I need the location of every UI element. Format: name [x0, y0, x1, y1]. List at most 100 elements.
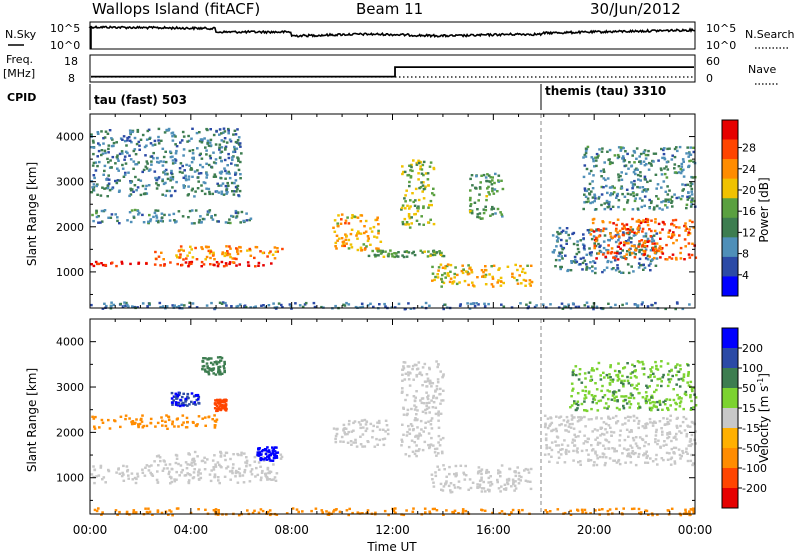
echo-cell [635, 147, 639, 150]
echo-cell [387, 252, 391, 255]
echo-cell [205, 172, 208, 175]
echo-cell [517, 471, 521, 475]
echo-cell [605, 201, 609, 204]
echo-cell [417, 172, 420, 175]
echo-cell [361, 445, 364, 448]
echo-cell [642, 241, 646, 245]
echo-cell [269, 250, 272, 253]
echo-cell [589, 379, 592, 382]
echo-cell [571, 232, 574, 236]
echo-cell [608, 508, 612, 511]
echo-cell [156, 509, 160, 512]
echo-cell [413, 213, 416, 216]
echo-cell [441, 399, 445, 402]
echo-cell [181, 164, 184, 168]
echo-cell [478, 479, 482, 482]
echo-cell [372, 305, 375, 309]
echo-cell [627, 242, 630, 245]
echo-cell [555, 239, 559, 242]
echo-cell [234, 173, 237, 176]
echo-cell [521, 270, 524, 273]
echo-cell [681, 189, 684, 192]
echo-cell [124, 171, 127, 175]
echo-cell [588, 251, 592, 255]
echo-cell [268, 509, 272, 512]
echo-cell [535, 304, 538, 307]
echo-cell [237, 194, 240, 197]
echo-cell [615, 196, 618, 199]
echo-cell [470, 271, 474, 274]
echo-cell [593, 199, 596, 203]
echo-cell [192, 471, 196, 474]
echo-cell [439, 387, 442, 391]
echo-cell [607, 205, 611, 208]
echo-cell [411, 169, 414, 173]
echo-cell [260, 304, 263, 307]
power-colorbar-swatch [722, 159, 738, 179]
echo-cell [172, 399, 175, 402]
echo-cell [203, 368, 207, 371]
echo-cell [619, 251, 622, 255]
echo-cell [657, 249, 661, 253]
echo-cell [681, 307, 685, 311]
echo-cell [402, 413, 406, 416]
power-colorbar-tick: 4 [742, 269, 749, 282]
echo-cell [279, 453, 283, 456]
echo-cell [215, 362, 219, 366]
echo-cell [663, 147, 666, 150]
echo-cell [177, 210, 181, 213]
echo-cell [625, 253, 628, 256]
echo-cell [249, 217, 253, 220]
echo-cell [688, 510, 691, 513]
echo-cell [606, 260, 609, 264]
echo-cell [497, 179, 500, 182]
echo-cell [685, 152, 688, 155]
echo-cell [579, 263, 582, 266]
echo-cell [677, 165, 681, 168]
echo-cell [427, 432, 431, 435]
echo-cell [257, 461, 261, 464]
echo-cell [669, 378, 673, 381]
echo-cell [103, 187, 106, 190]
echo-cell [622, 407, 626, 410]
echo-cell [236, 139, 240, 142]
echo-cell [125, 144, 128, 147]
echo-cell [257, 453, 260, 457]
echo-cell [361, 419, 364, 422]
echo-cell [119, 302, 122, 306]
echo-cell [657, 159, 660, 162]
echo-cell [172, 212, 176, 216]
echo-cell [334, 434, 338, 438]
echo-cell [239, 177, 242, 180]
echo-cell [204, 146, 207, 149]
echo-cell [235, 215, 239, 218]
echo-cell [444, 481, 448, 485]
echo-cell [335, 247, 338, 250]
echo-cell [193, 459, 196, 463]
echo-cell [332, 510, 335, 513]
echo-cell [353, 420, 357, 423]
echo-cell [633, 245, 636, 248]
power-colorbar-tick: 8 [742, 248, 749, 261]
echo-cell [635, 232, 638, 235]
echo-cell [651, 421, 655, 425]
echo-cell [92, 465, 95, 468]
echo-cell [681, 183, 684, 186]
echo-cell [354, 441, 357, 444]
echo-cell [437, 426, 441, 429]
echo-cell [419, 167, 422, 171]
echo-cell [666, 384, 670, 388]
echo-cell [487, 185, 490, 189]
echo-cell [382, 428, 385, 431]
echo-cell [589, 201, 592, 205]
echo-cell [462, 471, 465, 474]
echo-cell [290, 307, 293, 310]
echo-cell [642, 150, 646, 154]
echo-cell [600, 426, 604, 430]
echo-cell [375, 437, 378, 441]
echo-cell [641, 425, 645, 428]
nave-label: Nave [748, 63, 776, 76]
echo-cell [672, 398, 676, 402]
echo-cell [629, 403, 633, 406]
echo-cell [693, 199, 696, 203]
